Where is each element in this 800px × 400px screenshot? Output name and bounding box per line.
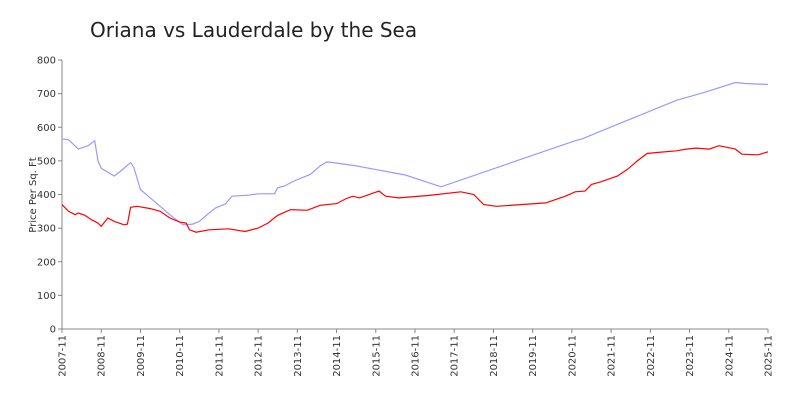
x-tick-label: 2024-11 — [724, 335, 735, 377]
x-tick-label: 2014-11 — [332, 335, 343, 377]
x-tick-label: 2023-11 — [685, 335, 696, 377]
x-tick-label: 2018-11 — [489, 335, 500, 377]
chart-title: Oriana vs Lauderdale by the Sea — [90, 18, 417, 42]
y-tick-label: 0 — [50, 325, 56, 336]
x-tick-label: 2019-11 — [528, 335, 539, 377]
x-tick-label: 2007-11 — [58, 335, 69, 377]
x-tick-label: 2009-11 — [136, 335, 147, 377]
x-tick-label: 2020-11 — [567, 335, 578, 377]
y-axis-label: Price Per Sq. Ft — [28, 157, 39, 232]
y-tick-label: 600 — [37, 123, 56, 134]
y-tick-label: 200 — [37, 257, 56, 268]
x-tick-label: 2015-11 — [371, 335, 382, 377]
series-line — [61, 145, 769, 233]
x-tick-label: 2017-11 — [450, 335, 461, 377]
x-tick-label: 2016-11 — [411, 335, 422, 377]
y-tick-label: 400 — [37, 190, 56, 201]
y-tick-label: 800 — [37, 56, 56, 67]
y-tick-label: 500 — [37, 156, 56, 167]
x-tick-label: 2012-11 — [254, 335, 265, 377]
series-line — [61, 81, 769, 226]
x-tick-label: 2008-11 — [97, 335, 108, 377]
x-tick-label: 2010-11 — [175, 335, 186, 377]
x-tick-label: 2011-11 — [214, 335, 225, 377]
x-tick-label: 2022-11 — [646, 335, 657, 377]
y-tick-label: 700 — [37, 89, 56, 100]
x-tick-label: 2021-11 — [607, 335, 618, 377]
x-tick-label: 2025-11 — [764, 335, 775, 377]
y-tick-label: 100 — [37, 291, 56, 302]
x-tick-label: 2013-11 — [293, 335, 304, 377]
y-tick-label: 300 — [37, 224, 56, 235]
